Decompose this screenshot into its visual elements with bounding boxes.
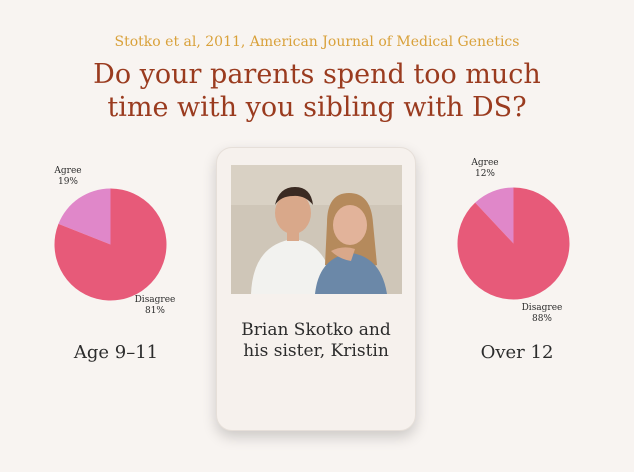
caption-line-1: Brian Skotko and	[241, 320, 391, 340]
pie-caption-over-12: Over 12	[480, 342, 554, 363]
pie-slice-disagree	[54, 188, 167, 301]
pie-slice-agree	[58, 188, 111, 245]
disagree-label-right: Disagree 88%	[517, 303, 567, 325]
disagree-value: 88%	[531, 314, 552, 324]
photo-card: Brian Skotko and his sister, Kristin	[216, 147, 416, 431]
sibling-photo	[231, 165, 402, 294]
disagree-value: 81%	[144, 306, 165, 316]
agree-label-left: Agree 19%	[50, 166, 86, 188]
disagree-label-left: Disagree 81%	[130, 295, 180, 317]
pie-chart-age-9-11	[54, 188, 167, 301]
pie-slice-agree	[475, 187, 514, 244]
pie-chart-over-12	[457, 187, 570, 300]
disagree-text: Disagree	[521, 303, 563, 313]
disagree-text: Disagree	[134, 295, 176, 305]
agree-text: Agree	[54, 166, 82, 176]
caption-line-2: his sister, Kristin	[243, 341, 389, 361]
agree-value: 12%	[474, 169, 495, 179]
title-line-2: time with you sibling with DS?	[107, 92, 527, 123]
photo-caption: Brian Skotko and his sister, Kristin	[217, 320, 415, 362]
source-citation: Stotko et al, 2011, American Journal of …	[114, 34, 520, 50]
page-title: Do your parents spend too much time with…	[0, 58, 634, 124]
agree-text: Agree	[471, 158, 499, 168]
pie-slice-disagree	[457, 187, 570, 300]
title-line-1: Do your parents spend too much	[93, 59, 541, 90]
agree-value: 19%	[57, 177, 78, 187]
pie-caption-age-9-11: Age 9–11	[73, 342, 159, 363]
agree-label-right: Agree 12%	[467, 158, 503, 180]
